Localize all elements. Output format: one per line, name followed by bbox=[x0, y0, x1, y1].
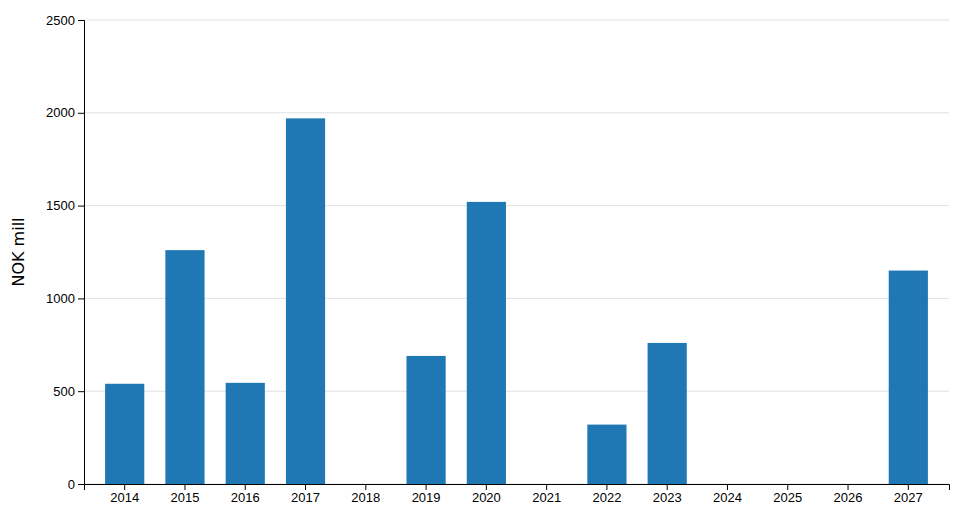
tick-label: 2018 bbox=[351, 490, 380, 505]
tick: 2021 bbox=[532, 484, 561, 505]
grid-line bbox=[84, 298, 949, 299]
tick-mark bbox=[184, 484, 185, 490]
tick: 2019 bbox=[412, 484, 441, 505]
grid bbox=[84, 20, 949, 484]
bar bbox=[889, 271, 928, 484]
tick: 2020 bbox=[472, 484, 501, 505]
grid-line bbox=[84, 391, 949, 392]
bar bbox=[226, 383, 265, 484]
tick-label: 2019 bbox=[412, 490, 441, 505]
tick-mark bbox=[245, 484, 246, 490]
tick-mark bbox=[667, 484, 668, 490]
tick: 2000 bbox=[46, 105, 84, 120]
grid-line bbox=[84, 112, 949, 113]
tick-mark bbox=[78, 298, 84, 299]
chart: 2014 2015 2016 2017 2018 2019 2020 2021 2022 2023… bbox=[0, 0, 973, 524]
bar bbox=[587, 425, 626, 484]
tick: 2022 bbox=[592, 484, 621, 505]
y-axis: 0 500 1000 1500 2000 2500 bbox=[46, 13, 84, 492]
tick: 2014 bbox=[110, 484, 139, 505]
bar bbox=[346, 484, 385, 485]
tick-label: 2016 bbox=[231, 490, 260, 505]
tick: 2018 bbox=[351, 484, 380, 505]
tick-mark bbox=[848, 484, 849, 490]
tick-label: 2500 bbox=[46, 13, 75, 28]
tick-mark bbox=[305, 484, 306, 490]
tick-mark bbox=[78, 113, 84, 114]
grid-line bbox=[84, 205, 949, 206]
tick-mark bbox=[908, 484, 909, 490]
tick-label: 1500 bbox=[46, 198, 75, 213]
bar bbox=[527, 484, 566, 485]
tick: 2017 bbox=[291, 484, 320, 505]
tick-label: 2022 bbox=[592, 490, 621, 505]
bars bbox=[105, 118, 928, 484]
tick-mark bbox=[365, 484, 366, 490]
tick-label: 500 bbox=[53, 384, 75, 399]
tick-label: 2025 bbox=[773, 490, 802, 505]
tick: 2027 bbox=[894, 484, 923, 505]
bar bbox=[286, 118, 325, 484]
tick-mark bbox=[124, 484, 125, 490]
tick-mark bbox=[606, 484, 607, 490]
tick-label: 2021 bbox=[532, 490, 561, 505]
tick: 1000 bbox=[46, 291, 84, 306]
tick-mark bbox=[727, 484, 728, 490]
tick: 2500 bbox=[46, 13, 84, 28]
bar bbox=[406, 356, 445, 484]
tick: 2025 bbox=[773, 484, 802, 505]
bar bbox=[768, 484, 807, 485]
tick-mark bbox=[78, 20, 84, 21]
tick-mark bbox=[78, 391, 84, 392]
tick-label: 2020 bbox=[472, 490, 501, 505]
y-axis-title: NOK mill bbox=[9, 217, 28, 286]
tick-label: 2027 bbox=[894, 490, 923, 505]
plot-area: 2014 2015 2016 2017 2018 2019 2020 2021 2022 2023… bbox=[46, 13, 949, 506]
bar bbox=[165, 250, 204, 484]
tick-label: 2024 bbox=[713, 490, 742, 505]
tick-label: 0 bbox=[68, 477, 75, 492]
x-axis: 2014 2015 2016 2017 2018 2019 2020 2021 2022 2023… bbox=[85, 484, 950, 505]
bar bbox=[708, 484, 747, 485]
tick: 2023 bbox=[653, 484, 682, 505]
tick-mark bbox=[78, 484, 84, 485]
tick: 2024 bbox=[713, 484, 742, 505]
grid-line bbox=[84, 20, 949, 21]
bar bbox=[648, 343, 687, 484]
tick-label: 2023 bbox=[653, 490, 682, 505]
tick: 2016 bbox=[231, 484, 260, 505]
bar bbox=[467, 202, 506, 484]
axis-line bbox=[78, 21, 85, 485]
tick: 500 bbox=[53, 384, 84, 399]
tick: 1500 bbox=[46, 198, 84, 213]
axis-line bbox=[85, 485, 950, 491]
tick-label: 2015 bbox=[171, 490, 200, 505]
tick-label: 2026 bbox=[834, 490, 863, 505]
tick-label: 2014 bbox=[110, 490, 139, 505]
tick-mark bbox=[486, 484, 487, 490]
tick-label: 2017 bbox=[291, 490, 320, 505]
tick: 2026 bbox=[834, 484, 863, 505]
tick-mark bbox=[787, 484, 788, 490]
tick-mark bbox=[78, 206, 84, 207]
bar bbox=[105, 384, 144, 484]
tick: 2015 bbox=[171, 484, 200, 505]
tick-label: 2000 bbox=[46, 105, 75, 120]
chart-container: 2014 2015 2016 2017 2018 2019 2020 2021 2022 2023… bbox=[0, 0, 973, 524]
tick-mark bbox=[546, 484, 547, 490]
bar bbox=[828, 484, 867, 485]
tick: 0 bbox=[68, 477, 84, 492]
tick-mark bbox=[426, 484, 427, 490]
tick-label: 1000 bbox=[46, 291, 75, 306]
